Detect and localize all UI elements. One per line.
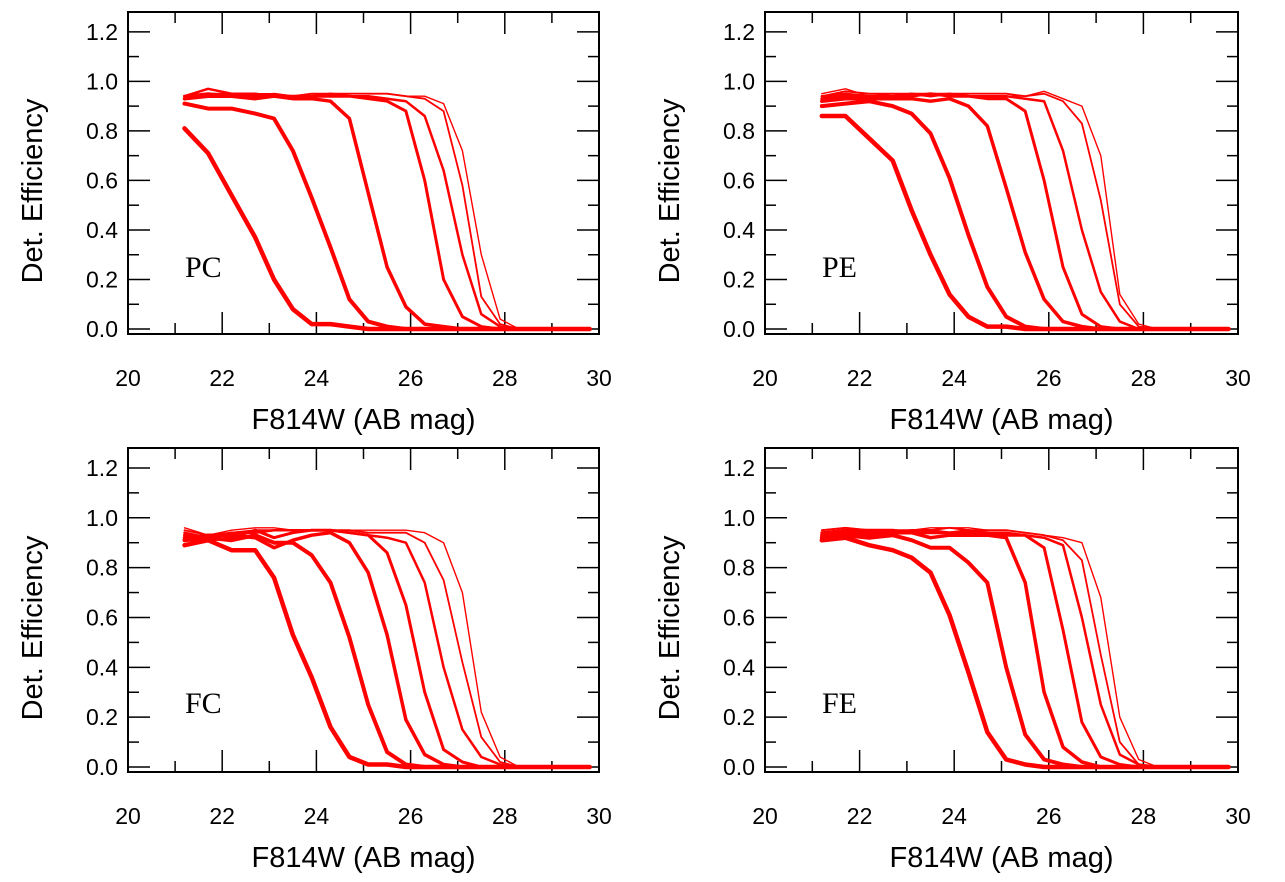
series-line-pe-2 [819, 99, 1231, 331]
series-line-pc-7 [183, 92, 591, 330]
panel-pc: 20 22 24 26 28 30 0.0 0.2 0.4 0.6 0.8 1.0 1.2 F814W (… [17, 11, 612, 436]
x-tick-label: 30 [586, 803, 612, 829]
y-tick-label: 0.8 [723, 555, 755, 581]
series-line-pc-4 [183, 92, 592, 331]
series-line-fc-6 [183, 529, 591, 768]
x-tick-label: 28 [1131, 803, 1157, 829]
x-tick-label: 26 [1036, 803, 1062, 829]
y-tick-label: 0.8 [86, 555, 118, 581]
y-tick-label: 0.6 [723, 167, 755, 193]
y-tick-label: 0.8 [86, 118, 118, 144]
x-tick-label: 28 [492, 803, 518, 829]
x-tick-label: 22 [209, 365, 235, 391]
y-tick-label: 0.6 [86, 604, 118, 630]
x-tick-label: 28 [1131, 365, 1157, 391]
series-line-pe-3 [820, 96, 1231, 331]
panel-label-fe: FE [822, 687, 857, 720]
x-axis-label: F814W (AB mag) [890, 842, 1114, 874]
x-tick-label: 24 [941, 365, 967, 391]
panel-label-fc: FC [185, 687, 222, 720]
series-line-pc-1 [182, 126, 592, 332]
series-line-fc-5 [183, 528, 591, 769]
panel-fc: 20 22 24 26 28 30 0.0 0.2 0.4 0.6 0.8 1.0 1.2 F814W (… [17, 447, 612, 874]
y-tick-label: 1.0 [723, 68, 755, 94]
y-tick-label: 0.2 [86, 704, 118, 730]
x-tick-label: 24 [941, 803, 967, 829]
series-line-fc-7 [183, 527, 591, 768]
panel-label-pc: PC [185, 251, 222, 284]
y-tick-label: 0.2 [86, 267, 118, 293]
x-tick-label: 22 [209, 803, 235, 829]
y-tick-label: 1.2 [86, 455, 118, 481]
y-tick-label: 0.8 [723, 118, 755, 144]
y-tick-label: 1.2 [723, 455, 755, 481]
y-tick-label: 0.4 [86, 654, 118, 680]
plot-frame-fe [764, 447, 1239, 773]
x-tick-label: 30 [1225, 803, 1251, 829]
x-tick-label: 30 [1225, 365, 1251, 391]
y-tick-label: 0.6 [86, 167, 118, 193]
series-line-pe-5 [820, 92, 1230, 331]
plot-frame-fc [127, 447, 600, 773]
x-tick-label: 24 [304, 803, 330, 829]
y-tick-label: 0.4 [86, 217, 118, 243]
y-tick-label: 0.6 [723, 604, 755, 630]
y-tick-label: 1.2 [86, 19, 118, 45]
x-tick-label: 20 [115, 365, 141, 391]
y-tick-label: 0.0 [86, 316, 118, 342]
x-tick-label: 24 [304, 365, 330, 391]
series-line-fe-7 [821, 527, 1230, 768]
x-tick-label: 26 [398, 803, 424, 829]
series-line-pe-1 [819, 113, 1231, 332]
y-axis-label: Det. Efficiency [654, 535, 686, 720]
x-tick-label: 22 [847, 365, 873, 391]
series-line-pe-7 [821, 88, 1230, 330]
panel-pe: 20 22 24 26 28 30 0.0 0.2 0.4 0.6 0.8 1.0 1.2 F814W (… [654, 11, 1251, 436]
series-line-fc-1 [182, 537, 592, 770]
y-tick-label: 1.2 [723, 19, 755, 45]
y-axis-label: Det. Efficiency [654, 98, 686, 283]
y-tick-label: 1.0 [86, 505, 118, 531]
series-line-pc-6 [183, 92, 591, 330]
series-line-pe-6 [820, 90, 1230, 330]
series-line-pe-4 [820, 92, 1230, 331]
series-line-fe-2 [819, 533, 1231, 769]
x-axis-label: F814W (AB mag) [890, 404, 1114, 436]
y-tick-label: 0.4 [723, 654, 755, 680]
y-tick-label: 0.2 [723, 704, 755, 730]
y-tick-label: 0.0 [723, 754, 755, 780]
y-tick-label: 1.0 [86, 68, 118, 94]
panel-label-pe: PE [822, 251, 857, 284]
x-axis-label: F814W (AB mag) [252, 404, 476, 436]
x-tick-label: 30 [586, 365, 612, 391]
x-tick-label: 20 [115, 803, 141, 829]
y-tick-label: 0.0 [86, 754, 118, 780]
series-line-pc-3 [182, 94, 592, 331]
y-axis-label: Det. Efficiency [17, 535, 49, 720]
y-tick-label: 0.4 [723, 217, 755, 243]
x-tick-label: 20 [752, 365, 778, 391]
y-axis-label: Det. Efficiency [17, 98, 49, 283]
series-line-fc-4 [183, 528, 592, 769]
x-tick-label: 28 [492, 365, 518, 391]
y-tick-label: 0.0 [723, 316, 755, 342]
y-tick-label: 0.2 [723, 267, 755, 293]
x-tick-label: 20 [752, 803, 778, 829]
series-line-fc-2 [182, 533, 592, 769]
y-tick-label: 1.0 [723, 505, 755, 531]
x-tick-label: 26 [1036, 365, 1062, 391]
series-line-pc-5 [183, 87, 591, 331]
x-tick-label: 22 [847, 803, 873, 829]
series-line-fc-3 [182, 530, 592, 769]
panel-fe: 20 22 24 26 28 30 0.0 0.2 0.4 0.6 0.8 1.0 1.2 F814W (… [654, 447, 1251, 874]
x-tick-label: 26 [398, 365, 424, 391]
x-axis-label: F814W (AB mag) [252, 842, 476, 874]
